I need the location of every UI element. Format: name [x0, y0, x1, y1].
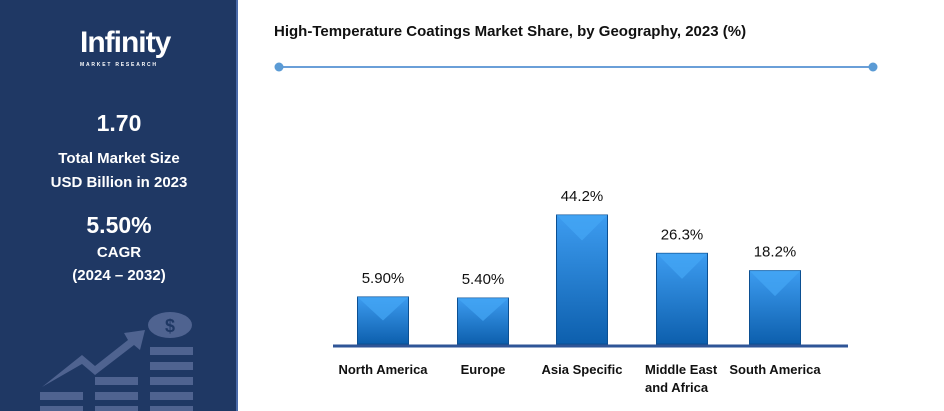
- cagr-value: 5.50%: [86, 212, 152, 238]
- summary-panel: Infinity MARKET RESEARCH 1.70 Total Mark…: [0, 0, 238, 411]
- bar-bevel: [749, 270, 801, 297]
- svg-text:$: $: [165, 316, 175, 336]
- cagr-period: (2024 – 2032): [72, 267, 166, 284]
- category-label: Europe: [460, 362, 506, 377]
- cagr-label: CAGR: [96, 244, 142, 261]
- bar-bevel: [357, 296, 409, 321]
- data-label: 18.2%: [754, 244, 797, 261]
- bar-bevel: [556, 215, 608, 241]
- market-size-value: 1.70: [96, 110, 142, 136]
- category-label: South America: [729, 362, 821, 377]
- logo: Infinity MARKET RESEARCH: [70, 14, 180, 68]
- data-label: 44.2%: [561, 188, 604, 205]
- data-label: 5.90%: [362, 270, 405, 287]
- chart-title: High-Temperature Coatings Market Share, …: [274, 23, 747, 40]
- bar-bevel: [457, 298, 509, 322]
- data-label: 5.40%: [462, 271, 505, 288]
- category-label: Asia Specific: [541, 362, 623, 377]
- divider-dot: [274, 62, 284, 72]
- bar-bevel: [656, 253, 708, 279]
- logo-subtext: MARKET RESEARCH: [80, 62, 158, 68]
- market-size-label: Total Market Size: [58, 150, 180, 167]
- logo-text: Infinity: [80, 26, 171, 59]
- category-label: Middle East and Africa: [645, 362, 718, 395]
- divider-dot: [868, 62, 878, 72]
- growth-chart-dollar-icon: $: [40, 312, 193, 411]
- market-size-unit: USD Billion in 2023: [50, 174, 188, 191]
- data-label: 26.3%: [661, 226, 704, 243]
- category-label: North America: [338, 362, 428, 377]
